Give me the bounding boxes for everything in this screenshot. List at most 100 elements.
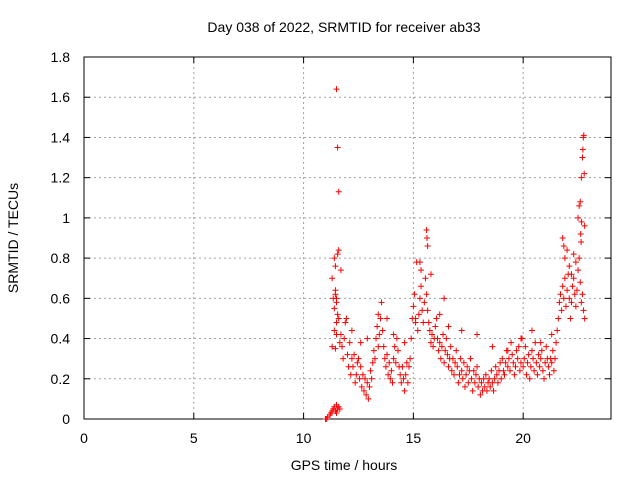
data-point — [525, 351, 532, 358]
data-point — [335, 315, 342, 322]
data-point — [374, 323, 381, 330]
data-point — [539, 367, 546, 374]
data-point — [395, 347, 402, 354]
data-point — [445, 323, 452, 330]
data-point — [578, 174, 585, 181]
data-point — [562, 303, 569, 310]
data-point — [360, 387, 367, 394]
data-point — [483, 387, 490, 394]
data-point — [449, 355, 456, 362]
data-point — [510, 359, 517, 366]
data-point — [351, 351, 358, 358]
data-point — [442, 347, 449, 354]
data-point — [556, 299, 563, 306]
data-point — [512, 363, 519, 370]
data-point — [410, 303, 417, 310]
data-point — [536, 363, 543, 370]
data-point — [550, 367, 557, 374]
data-point — [418, 283, 425, 290]
data-point — [459, 375, 466, 382]
data-point — [467, 355, 474, 362]
data-point — [499, 355, 506, 362]
data-point — [528, 347, 535, 354]
data-point — [468, 375, 475, 382]
data-point — [458, 367, 465, 374]
data-point — [334, 251, 341, 258]
data-point — [576, 202, 583, 209]
data-point — [487, 383, 494, 390]
data-point — [371, 355, 378, 362]
y-tick-label: 0.8 — [51, 250, 71, 266]
data-point — [380, 343, 387, 350]
data-point — [481, 383, 488, 390]
data-point — [557, 291, 564, 298]
data-point — [567, 315, 574, 322]
data-point — [376, 331, 383, 338]
data-point — [581, 170, 588, 177]
data-point — [334, 144, 341, 151]
data-point — [494, 379, 501, 386]
data-point — [419, 307, 426, 314]
tick-marks — [83, 56, 611, 420]
y-tick-label: 0 — [62, 411, 70, 427]
data-point — [559, 283, 566, 290]
data-point — [418, 267, 425, 274]
y-tick-label: 0.2 — [51, 371, 71, 387]
data-point — [404, 379, 411, 386]
data-point — [332, 345, 339, 352]
data-point — [333, 409, 340, 416]
grid-lines — [84, 57, 611, 419]
plot-frame — [83, 56, 612, 420]
data-point — [339, 343, 346, 350]
data-point — [578, 299, 585, 306]
data-point — [469, 387, 476, 394]
data-point — [425, 319, 432, 326]
data-point — [450, 371, 457, 378]
chart-title: Day 038 of 2022, SRMTID for receiver ab3… — [207, 19, 480, 35]
data-point — [355, 355, 362, 362]
data-point — [521, 355, 528, 362]
data-point — [577, 230, 584, 237]
data-point — [379, 327, 386, 334]
data-point — [560, 243, 567, 250]
data-point — [580, 307, 587, 314]
data-point — [403, 359, 410, 366]
data-point — [415, 311, 422, 318]
y-tick-label: 1.4 — [51, 129, 71, 145]
data-point — [377, 315, 384, 322]
data-point — [356, 375, 363, 382]
data-point — [560, 295, 567, 302]
data-point — [504, 363, 511, 370]
x-tick-label: 0 — [80, 430, 88, 446]
data-point — [411, 291, 418, 298]
data-point — [579, 291, 586, 298]
data-point — [385, 371, 392, 378]
data-point — [578, 239, 585, 246]
x-axis-label: GPS time / hours — [291, 457, 398, 473]
data-point — [514, 355, 521, 362]
data-point — [502, 359, 509, 366]
data-point — [348, 355, 355, 362]
data-point — [443, 335, 450, 342]
data-point — [538, 347, 545, 354]
y-tick-label: 1.6 — [51, 89, 71, 105]
data-point — [401, 387, 408, 394]
data-point — [458, 327, 465, 334]
data-point — [475, 383, 482, 390]
data-point — [457, 355, 464, 362]
data-point — [438, 343, 445, 350]
data-point — [555, 315, 562, 322]
data-point — [440, 331, 447, 338]
data-point — [334, 311, 341, 318]
data-point — [420, 319, 427, 326]
data-point — [427, 339, 434, 346]
data-point — [388, 367, 395, 374]
data-point — [332, 287, 339, 294]
data-point — [491, 375, 498, 382]
data-point — [568, 271, 575, 278]
data-point — [463, 371, 470, 378]
x-tick-label: 5 — [190, 430, 198, 446]
data-point — [497, 359, 504, 366]
data-point — [331, 255, 338, 262]
data-point — [359, 371, 366, 378]
